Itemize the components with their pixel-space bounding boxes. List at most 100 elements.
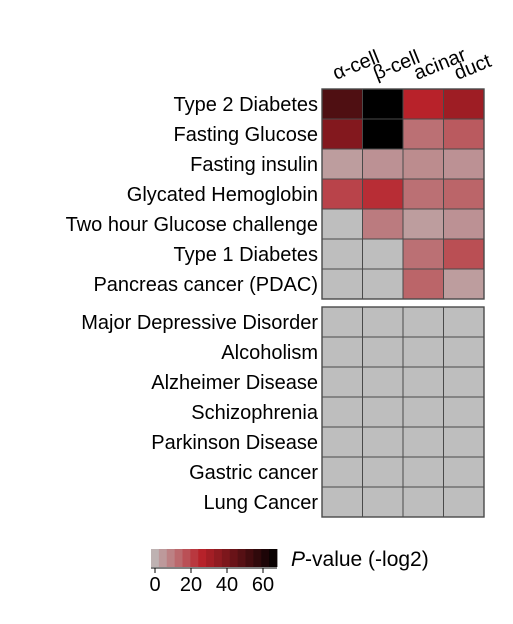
heatmap-cell [403,89,444,119]
heatmap-cell [362,89,403,119]
colorbar-swatch [206,549,215,567]
heatmap-cell [443,179,484,209]
heatmap-cell [362,239,403,269]
heatmap-cell [362,119,403,149]
heatmap-cell [443,457,484,487]
heatmap-grid [321,88,485,518]
heatmap-cell [403,269,444,299]
colorbar-swatch [151,549,160,567]
heatmap-cell [443,367,484,397]
colorbar-legend: 0 20 40 60 P-value (-log2) [149,548,428,596]
colorbar-label-p: P [291,548,305,571]
colorbar-swatch [245,549,254,567]
heatmap-cell [362,337,403,367]
heatmap-cell [322,239,363,269]
row-label: Pancreas cancer (PDAC) [93,274,318,296]
row-label: Lung Cancer [203,492,318,514]
row-label: Schizophrenia [191,402,319,424]
row-label: Gastric cancer [189,462,318,484]
colorbar-swatches [151,549,278,567]
heatmap-cell [443,427,484,457]
heatmap-cell [362,307,403,337]
heatmap-cell [443,337,484,367]
heatmap-cell [443,307,484,337]
heatmap-cell [362,457,403,487]
heatmap-cell [362,397,403,427]
row-label: Parkinson Disease [151,432,318,454]
row-label: Type 1 Diabetes [173,244,318,266]
row-label: Glycated Hemoglobin [127,184,318,206]
heatmap-cell [362,209,403,239]
colorbar-swatch [269,549,278,567]
heatmap-cell [403,397,444,427]
heatmap-cell [322,337,363,367]
colorbar-ticks: 0 20 40 60 [149,568,274,596]
colorbar-tick-label: 20 [180,574,202,596]
colorbar-label-rest: -value (-log2) [305,548,429,571]
heatmap-cell [362,269,403,299]
heatmap-cell [403,179,444,209]
heatmap-cell [403,367,444,397]
heatmap-cell [443,149,484,179]
heatmap-cell [362,367,403,397]
colorbar-swatch [261,549,270,567]
colorbar-tick-label: 60 [252,574,274,596]
heatmap-cell [403,487,444,517]
row-labels: Type 2 Diabetes Fasting Glucose Fasting in… [66,94,319,514]
row-label: Fasting Glucose [173,124,318,146]
heatmap-cell [403,307,444,337]
heatmap-cell [322,209,363,239]
colorbar-swatch [214,549,223,567]
colorbar-swatch [182,549,191,567]
heatmap-cells [322,89,484,517]
colorbar-swatch [221,549,231,567]
colorbar-swatch [190,549,199,567]
heatmap-cell [403,427,444,457]
heatmap-cell [403,337,444,367]
heatmap-cell [322,119,363,149]
heatmap-cell [322,179,363,209]
heatmap-cell [322,457,363,487]
colorbar-swatch [229,549,239,567]
heatmap-cell [443,209,484,239]
colorbar-swatch [174,549,183,567]
heatmap-cell [443,119,484,149]
colorbar-swatch [166,549,176,567]
heatmap-cell [443,89,484,119]
row-label: Alcoholism [221,342,318,364]
heatmap-cell [443,239,484,269]
heatmap-cell [403,119,444,149]
heatmap-cell [322,397,363,427]
row-label: Fasting insulin [190,154,318,176]
heatmap-cell [403,239,444,269]
heatmap-cell [443,487,484,517]
heatmap-cell [362,179,403,209]
colorbar-swatch [253,549,262,567]
heatmap-cell [322,487,363,517]
heatmap-cell [443,397,484,427]
heatmap-cell [322,367,363,397]
colorbar-label: P-value (-log2) [291,548,429,571]
heatmap-cell [403,149,444,179]
colorbar-swatch [198,549,207,567]
heatmap-cell [443,269,484,299]
heatmap-cell [403,457,444,487]
colorbar-tick-label: 40 [216,574,238,596]
heatmap-cell [403,209,444,239]
row-label: Major Depressive Disorder [81,312,318,334]
colorbar-tick-label: 0 [149,574,160,596]
heatmap-cell [322,149,363,179]
colorbar-swatch [237,549,246,567]
heatmap-cell [322,89,363,119]
heatmap-cell [322,427,363,457]
heatmap-cell [362,149,403,179]
heatmap-cell [322,307,363,337]
row-label: Alzheimer Disease [151,372,318,394]
row-label: Type 2 Diabetes [173,94,318,116]
heatmap-cell [362,427,403,457]
heatmap-cell [362,487,403,517]
row-label: Two hour Glucose challenge [66,214,318,236]
heatmap-cell [322,269,363,299]
